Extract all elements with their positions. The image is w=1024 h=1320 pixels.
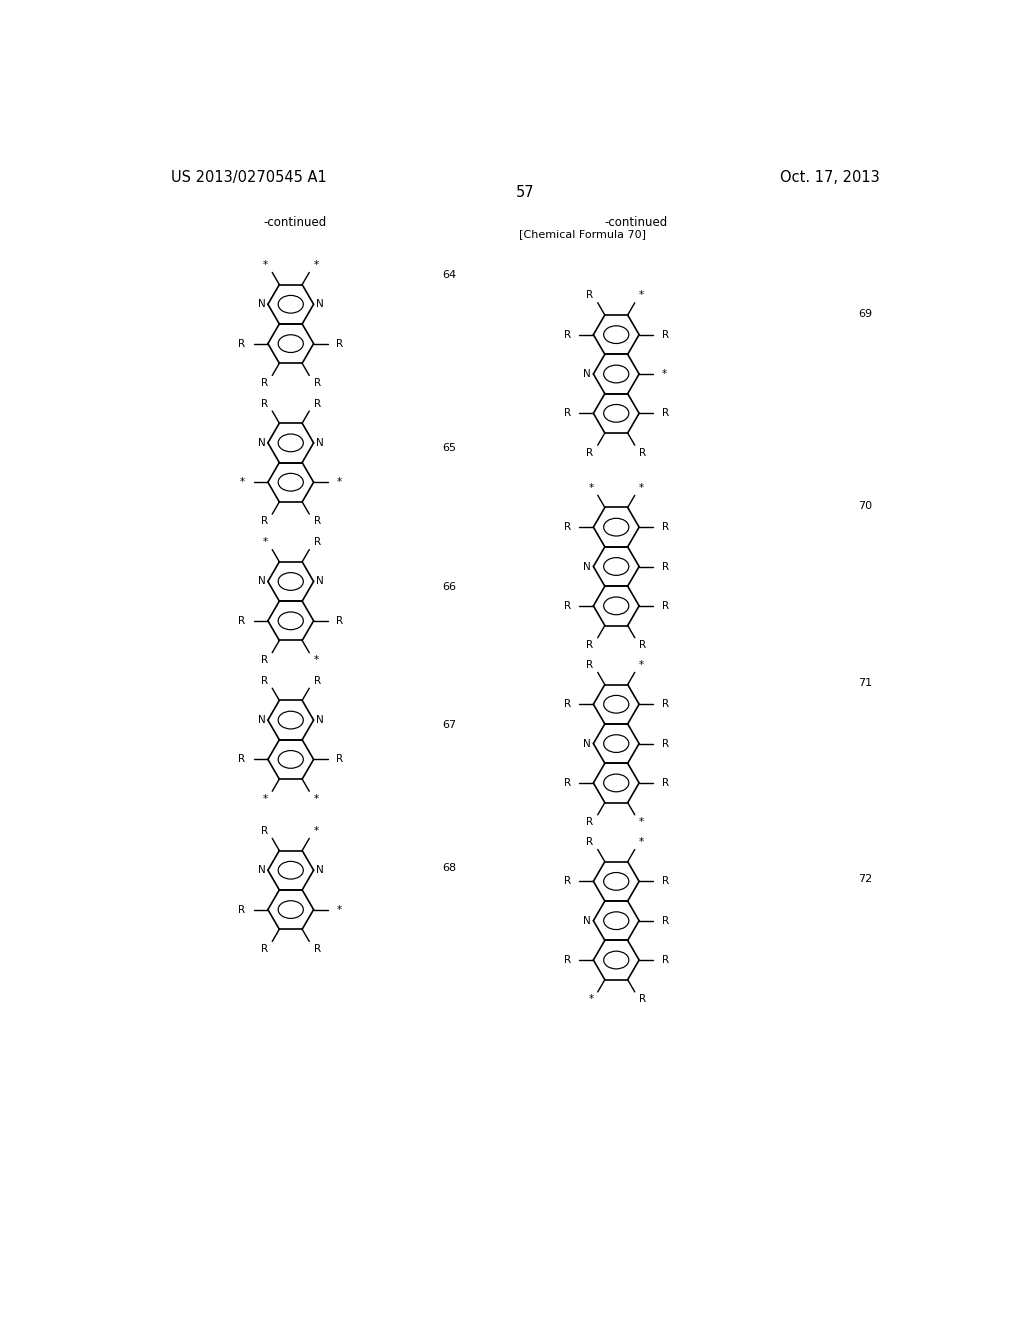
Text: *: * xyxy=(263,793,268,804)
Text: R: R xyxy=(563,700,570,709)
Text: R: R xyxy=(563,408,570,418)
Text: *: * xyxy=(662,370,667,379)
Text: R: R xyxy=(336,755,343,764)
Text: R: R xyxy=(563,601,570,611)
Text: 70: 70 xyxy=(858,502,872,511)
Text: R: R xyxy=(261,655,268,665)
Text: R: R xyxy=(639,994,646,1005)
Text: N: N xyxy=(316,865,324,875)
Text: *: * xyxy=(263,260,268,271)
Text: *: * xyxy=(336,904,341,915)
Text: R: R xyxy=(662,523,669,532)
Text: *: * xyxy=(313,793,318,804)
Text: N: N xyxy=(316,300,324,309)
Text: *: * xyxy=(336,478,341,487)
Text: R: R xyxy=(313,399,321,409)
Text: R: R xyxy=(563,523,570,532)
Text: *: * xyxy=(313,826,318,836)
Text: R: R xyxy=(662,408,669,418)
Text: 57: 57 xyxy=(515,185,535,201)
Text: 67: 67 xyxy=(442,721,456,730)
Text: 65: 65 xyxy=(442,444,456,453)
Text: R: R xyxy=(261,399,268,409)
Text: US 2013/0270545 A1: US 2013/0270545 A1 xyxy=(171,170,327,185)
Text: R: R xyxy=(639,447,646,458)
Text: R: R xyxy=(662,561,669,572)
Text: R: R xyxy=(313,378,321,388)
Text: 69: 69 xyxy=(858,309,872,318)
Text: *: * xyxy=(639,837,644,847)
Text: R: R xyxy=(238,904,245,915)
Text: R: R xyxy=(313,537,321,548)
Text: *: * xyxy=(639,483,644,492)
Text: N: N xyxy=(316,715,324,725)
Text: N: N xyxy=(584,739,591,748)
Text: -continued: -continued xyxy=(263,216,327,230)
Text: *: * xyxy=(639,660,644,671)
Text: R: R xyxy=(261,676,268,686)
Text: 68: 68 xyxy=(442,863,456,873)
Text: R: R xyxy=(662,601,669,611)
Text: R: R xyxy=(587,817,594,828)
Text: R: R xyxy=(662,330,669,339)
Text: *: * xyxy=(313,260,318,271)
Text: R: R xyxy=(563,330,570,339)
Text: R: R xyxy=(238,755,245,764)
Text: R: R xyxy=(587,290,594,301)
Text: *: * xyxy=(589,483,594,492)
Text: R: R xyxy=(313,944,321,954)
Text: N: N xyxy=(584,916,591,925)
Text: N: N xyxy=(258,438,265,447)
Text: R: R xyxy=(261,516,268,527)
Text: N: N xyxy=(316,577,324,586)
Text: R: R xyxy=(587,837,594,847)
Text: R: R xyxy=(563,876,570,886)
Text: 71: 71 xyxy=(858,678,872,688)
Text: *: * xyxy=(639,290,644,301)
Text: R: R xyxy=(639,640,646,649)
Text: R: R xyxy=(563,956,570,965)
Text: N: N xyxy=(258,715,265,725)
Text: R: R xyxy=(662,956,669,965)
Text: R: R xyxy=(313,676,321,686)
Text: N: N xyxy=(258,300,265,309)
Text: *: * xyxy=(313,655,318,665)
Text: N: N xyxy=(316,438,324,447)
Text: R: R xyxy=(662,777,669,788)
Text: *: * xyxy=(263,537,268,548)
Text: R: R xyxy=(587,447,594,458)
Text: R: R xyxy=(662,916,669,925)
Text: R: R xyxy=(662,739,669,748)
Text: R: R xyxy=(261,826,268,836)
Text: 64: 64 xyxy=(442,271,456,280)
Text: *: * xyxy=(240,478,245,487)
Text: 72: 72 xyxy=(858,875,872,884)
Text: *: * xyxy=(589,994,594,1005)
Text: *: * xyxy=(639,817,644,828)
Text: N: N xyxy=(258,865,265,875)
Text: R: R xyxy=(587,660,594,671)
Text: R: R xyxy=(336,616,343,626)
Text: R: R xyxy=(587,640,594,649)
Text: R: R xyxy=(238,616,245,626)
Text: R: R xyxy=(662,700,669,709)
Text: R: R xyxy=(563,777,570,788)
Text: R: R xyxy=(662,876,669,886)
Text: R: R xyxy=(336,339,343,348)
Text: R: R xyxy=(261,944,268,954)
Text: R: R xyxy=(261,378,268,388)
Text: 66: 66 xyxy=(442,582,456,591)
Text: R: R xyxy=(238,339,245,348)
Text: R: R xyxy=(313,516,321,527)
Text: N: N xyxy=(584,370,591,379)
Text: Oct. 17, 2013: Oct. 17, 2013 xyxy=(780,170,880,185)
Text: [Chemical Formula 70]: [Chemical Formula 70] xyxy=(519,230,646,239)
Text: N: N xyxy=(584,561,591,572)
Text: -continued: -continued xyxy=(604,216,668,230)
Text: N: N xyxy=(258,577,265,586)
